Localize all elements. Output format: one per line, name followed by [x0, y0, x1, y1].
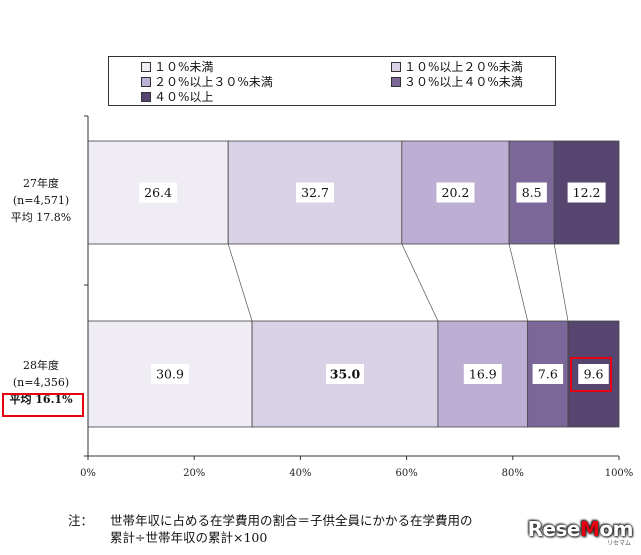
legend-swatch-20-30 — [141, 77, 151, 87]
value-highlight-box — [570, 357, 612, 392]
note-line-1: 世帯年収に占める在学費用の割合＝子供全員にかかる在学費用の — [110, 513, 473, 528]
value-label-bg-1-4 — [578, 364, 609, 384]
value-label-0-1: 32.7 — [301, 185, 329, 200]
value-label-bg-1-2 — [463, 364, 502, 384]
legend-swatch-10-20 — [391, 62, 401, 72]
legend-item-20-30: ２０%以上３０%未満 — [141, 75, 273, 89]
x-tick-label-3: 60% — [395, 468, 417, 479]
category-label-27: 27年度 (n=4,571) 平均 17.8% — [0, 175, 82, 226]
value-label-0-4: 12.2 — [573, 185, 601, 200]
category-label-28: 28年度 (n=4,356) 平均 16.1% — [0, 357, 82, 408]
chart-note: 注： 世帯年収に占める在学費用の割合＝子供全員にかかる在学費用の 累計÷世帯年収の… — [68, 512, 473, 546]
connector-line-0 — [227, 243, 253, 322]
value-label-bg-0-1 — [296, 182, 335, 203]
x-tick-label-4: 80% — [502, 468, 524, 479]
value-label-1-2: 16.9 — [469, 367, 497, 382]
resemom-logo: ReseMom — [527, 517, 634, 541]
legend-item-30-40: ３０%以上４０%未満 — [391, 75, 523, 89]
value-label-bg-0-2 — [436, 182, 475, 203]
value-label-0-0: 26.4 — [144, 185, 172, 200]
legend-label-under-10: １０%未満 — [154, 60, 214, 74]
category-year-27: 27年度 — [23, 177, 59, 190]
category-avg-27: 平均 17.8% — [10, 211, 72, 224]
legend-label-20-30: ２０%以上３０%未満 — [154, 75, 273, 89]
value-label-1-0: 30.9 — [156, 367, 184, 382]
x-tick-label-0: 0% — [80, 468, 96, 479]
legend-label-over-40: ４０%以上 — [154, 90, 214, 104]
category-n-28: (n=4,356) — [12, 376, 70, 389]
value-label-bg-0-3 — [516, 182, 547, 203]
value-label-1-4: 9.6 — [584, 367, 604, 382]
value-label-1-3: 7.6 — [538, 367, 558, 382]
value-label-bg-0-4 — [567, 182, 606, 203]
x-tick-label-5: 100% — [605, 468, 634, 479]
legend-label-10-20: １０%以上２０%未満 — [404, 60, 523, 74]
value-label-0-2: 20.2 — [442, 185, 470, 200]
value-label-bg-1-3 — [532, 364, 564, 384]
legend-swatch-under-10 — [141, 62, 151, 72]
value-label-bg-0-0 — [139, 182, 178, 203]
category-avg-28: 平均 16.1% — [9, 393, 73, 406]
category-year-28: 28年度 — [23, 359, 59, 372]
legend-label-30-40: ３０%以上４０%未満 — [404, 75, 523, 89]
legend-item-over-40: ４０%以上 — [141, 90, 213, 104]
note-line-2: 累計÷世帯年収の累計×100 — [110, 530, 268, 545]
avg-highlight-box — [2, 393, 84, 417]
value-label-bg-1-0 — [151, 364, 190, 384]
note-prefix: 注： — [68, 513, 94, 528]
resemom-logo-sub: リセマム — [606, 540, 631, 547]
value-label-1-1: 35.0 — [330, 367, 361, 382]
category-n-27: (n=4,571) — [12, 194, 70, 207]
chart-legend: １０%未満 １０%以上２０%未満 ２０%以上３０%未満 ３０%以上４０%未満 ４… — [108, 56, 556, 106]
value-label-bg-1-1 — [326, 364, 365, 384]
connector-line-1 — [401, 243, 439, 322]
connector-line-3 — [553, 243, 569, 322]
connector-line-2 — [508, 243, 529, 322]
legend-item-10-20: １０%以上２０%未満 — [391, 60, 523, 74]
legend-swatch-30-40 — [391, 77, 401, 87]
legend-item-under-10: １０%未満 — [141, 60, 213, 74]
legend-swatch-over-40 — [141, 92, 151, 102]
value-label-0-3: 8.5 — [522, 185, 542, 200]
x-tick-label-2: 40% — [289, 468, 311, 479]
x-tick-label-1: 20% — [183, 468, 205, 479]
